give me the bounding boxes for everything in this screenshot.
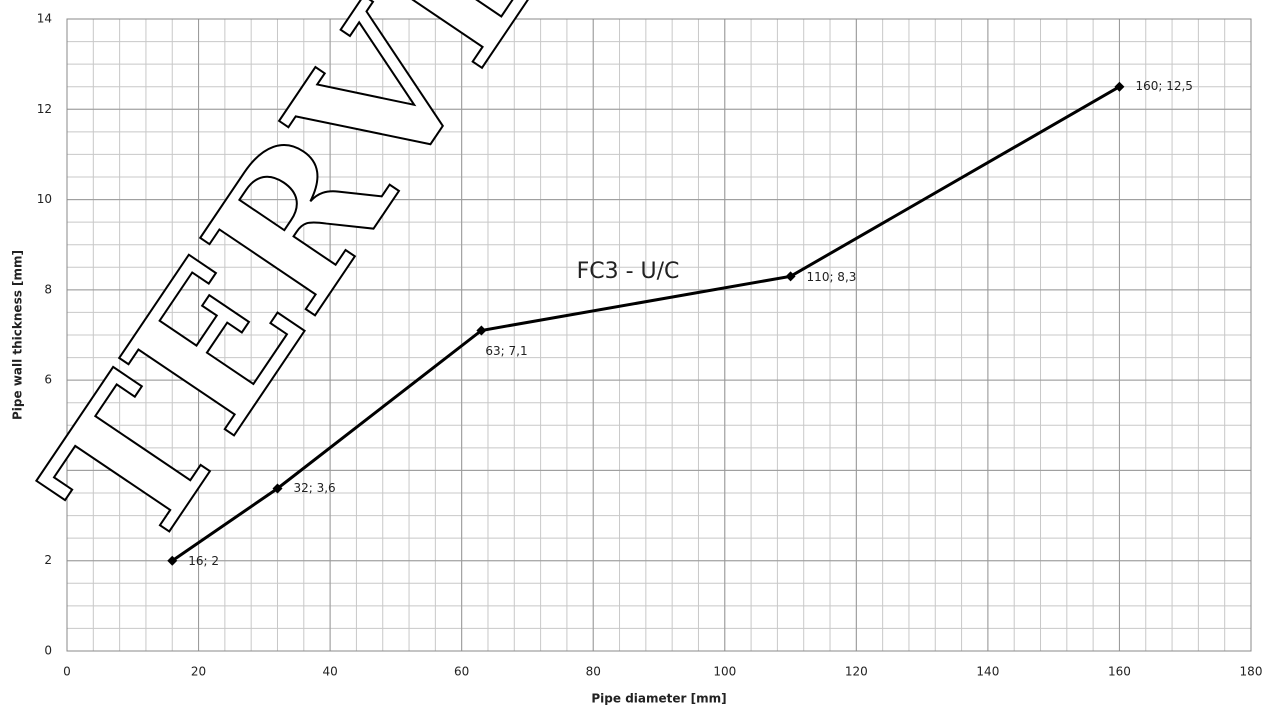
x-axis-title: Pipe diameter [mm] [591, 692, 726, 706]
data-label: 63; 7,1 [485, 344, 527, 358]
x-tick-label: 140 [976, 665, 999, 679]
y-tick-label: 2 [44, 553, 52, 567]
data-marker [272, 483, 283, 494]
y-tick-label: 4 [44, 463, 52, 477]
y-axis-title: Pipe wall thickness [mm] [11, 250, 25, 420]
y-tick-label: 14 [37, 12, 52, 26]
y-tick-label: 10 [37, 192, 52, 206]
y-tick-label: 0 [44, 644, 52, 658]
x-tick-label: 80 [586, 665, 601, 679]
x-tick-label: 100 [713, 665, 736, 679]
data-label: 32; 3,6 [293, 481, 335, 495]
y-tick-label: 6 [44, 373, 52, 387]
data-marker [785, 271, 796, 282]
data-marker [476, 325, 487, 336]
x-tick-label: 40 [322, 665, 337, 679]
y-tick-label: 12 [37, 102, 52, 116]
x-tick-label: 160 [1108, 665, 1131, 679]
y-tick-label: 8 [44, 282, 52, 296]
x-tick-label: 120 [845, 665, 868, 679]
x-tick-label: 180 [1240, 665, 1263, 679]
x-tick-label: 0 [63, 665, 71, 679]
data-label: 16; 2 [188, 554, 219, 568]
data-marker [167, 555, 178, 566]
data-marker [1114, 81, 1125, 92]
plot-border [66, 18, 1252, 652]
data-label: 110; 8,3 [807, 270, 857, 284]
annotation: FC3 - U/C [577, 259, 680, 284]
data-label: 160; 12,5 [1135, 79, 1192, 93]
x-tick-label: 20 [191, 665, 206, 679]
x-tick-label: 60 [454, 665, 469, 679]
